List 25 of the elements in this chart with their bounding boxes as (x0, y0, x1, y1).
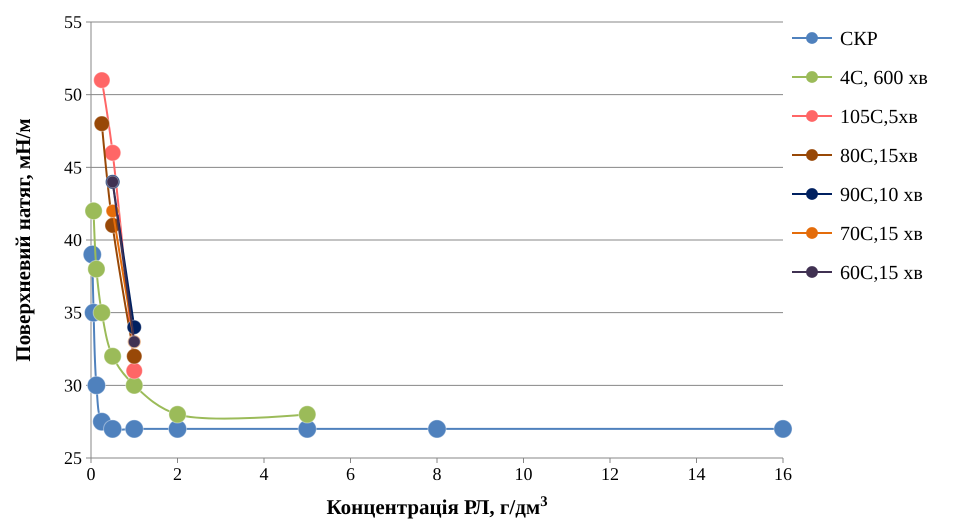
legend-label: СКР (840, 28, 878, 50)
x-tick-label: 10 (514, 464, 532, 484)
x-tick-label: 8 (432, 464, 442, 484)
legend-label: 105С,5хв (840, 106, 918, 128)
x-tick-label: 12 (601, 464, 619, 484)
y-tick-label: 35 (64, 302, 82, 323)
legend-label: 80С,15хв (840, 145, 918, 167)
y-tick-label: 45 (64, 157, 82, 178)
legend-label: 4С, 600 хв (840, 67, 928, 89)
x-tick-label: 14 (688, 464, 706, 484)
legend-label: 70С,15 хв (840, 223, 923, 245)
x-tick-label: 0 (86, 464, 96, 484)
y-tick-label: 30 (64, 375, 82, 396)
y-tick-label: 50 (64, 84, 82, 105)
y-tick-label: 40 (64, 230, 82, 250)
x-tick-label: 6 (346, 464, 355, 484)
y-axis-title: Поверхневий натяг, мН/м (11, 118, 35, 362)
y-tick-label: 25 (64, 448, 82, 468)
y-tick-label: 55 (64, 12, 82, 32)
legend-label: 60С,15 хв (840, 262, 923, 284)
x-tick-label: 2 (173, 464, 182, 484)
x-tick-label: 4 (260, 464, 268, 484)
x-tick-label: 16 (774, 464, 792, 484)
x-axis-title: Концентрація РЛ, г/дм$^{3}$ (326, 494, 548, 519)
legend-label: 90С,10 хв (840, 184, 923, 206)
